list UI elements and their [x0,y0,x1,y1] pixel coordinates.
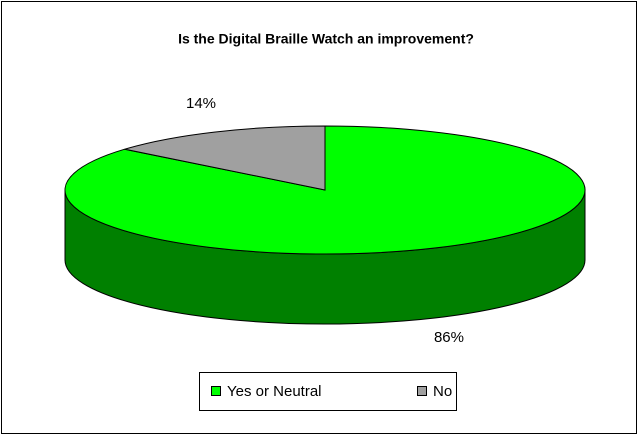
legend-box [199,372,457,411]
legend-marker [211,386,221,396]
legend-label: Yes or Neutral [227,383,322,400]
data-label: 86% [434,329,464,346]
slice [124,125,326,191]
chart-title: Is the Digital Braille Watch an improvem… [178,31,474,47]
data-label: 14% [186,95,216,112]
legend-label: No [433,383,452,400]
legend-marker [417,386,427,396]
